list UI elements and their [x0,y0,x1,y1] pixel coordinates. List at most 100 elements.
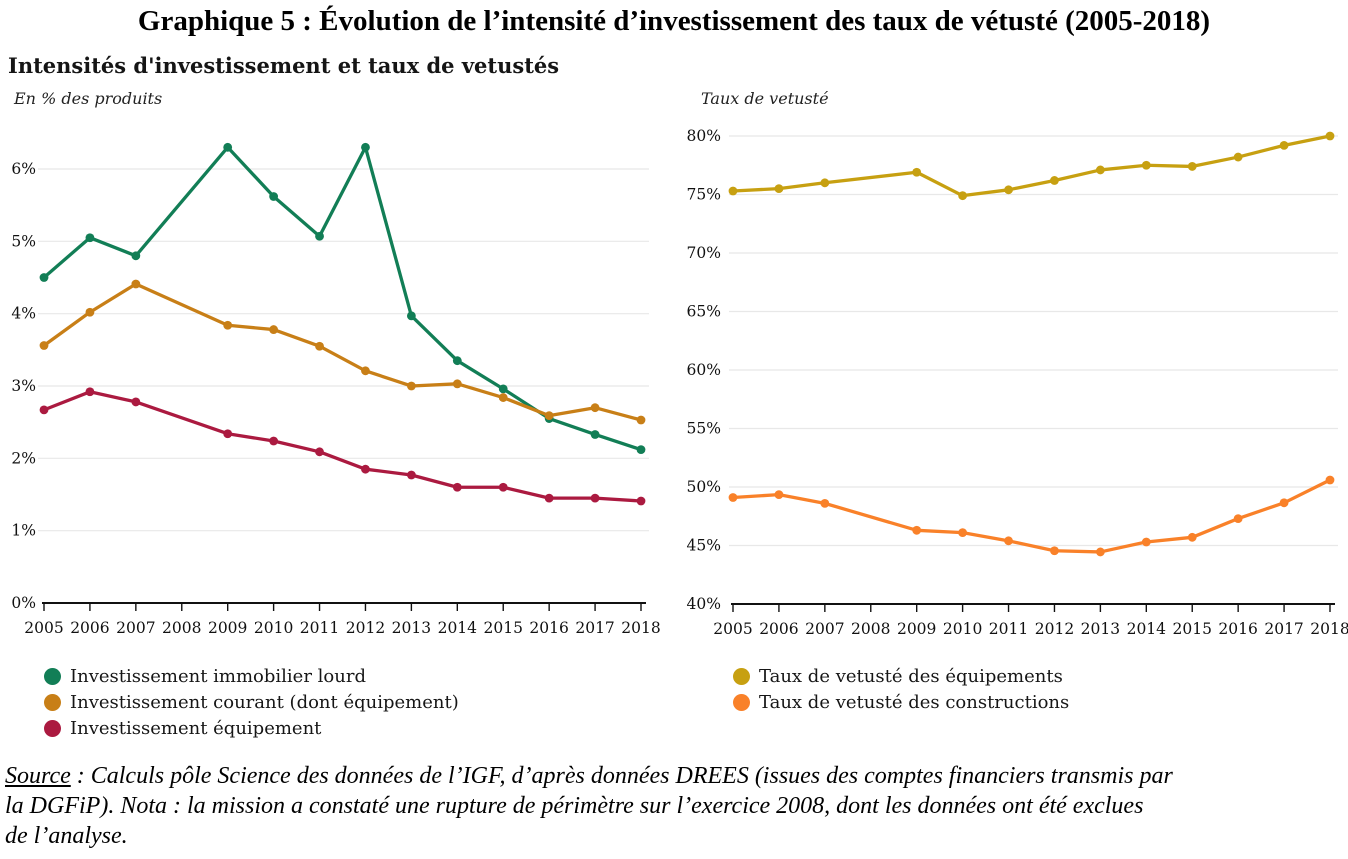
x-tick-label: 2005 [713,620,752,638]
y-tick-label: 40% [687,595,721,613]
y-tick-label: 80% [687,127,721,145]
series-line [731,134,1332,198]
source-line: de l’analyse. [5,823,128,849]
data-point [544,493,554,503]
data-point [1279,140,1289,150]
x-tick-label: 2017 [575,619,614,637]
data-point [774,490,784,500]
y-tick-label: 3% [11,377,36,395]
data-point [406,470,416,480]
x-tick-label: 2008 [851,620,890,638]
data-point [269,325,279,334]
x-tick-label: 2017 [1264,620,1303,638]
y-tick-label: 0% [11,594,36,612]
data-point [406,381,416,391]
data-point [315,231,324,241]
y-tick-label: 45% [687,537,721,555]
data-point [131,279,141,289]
data-point [820,178,830,188]
data-point [958,191,968,201]
data-point [1004,536,1013,546]
data-point [1187,162,1197,171]
data-point [958,528,968,538]
x-tick-label: 2012 [346,619,385,637]
data-point [361,366,370,376]
data-point [361,142,370,152]
x-tick-label: 2007 [116,619,155,637]
data-point [223,142,233,152]
y-tick-label: 55% [687,420,721,438]
data-point [590,430,600,439]
legend-item: Investissement courant (dont équipement) [44,689,459,715]
y-tick-label: 4% [11,305,36,323]
data-point [1325,475,1335,485]
data-point [1279,498,1289,508]
data-point [636,445,646,455]
y-tick-label: 70% [687,244,721,262]
x-tick-label: 2007 [805,620,844,638]
legend-item: Investissement immobilier lourd [44,663,459,689]
x-tick-label: 2015 [1173,620,1212,638]
series-line [42,390,643,503]
x-tick-label: 2018 [621,619,660,637]
data-point [544,411,554,421]
data-point [1325,131,1335,141]
data-point [223,429,233,439]
data-point [728,186,738,196]
x-tick-label: 2005 [24,619,63,637]
investment-intensity-line-chart: 0% 1% 2% 3% 4% 5% 6% 2005 2006 2007 2008 2009 2010 20… [11,142,661,637]
data-point [1187,532,1197,542]
data-point [1141,160,1151,170]
data-point [590,493,600,503]
y-tick-label: 1% [11,522,36,540]
data-point [1233,152,1243,162]
x-tick-label: 2009 [208,619,247,637]
data-point [269,192,279,201]
legend-item: Taux de vetusté des constructions [733,689,1069,715]
source-line: Source : Calculs pôle Science des donnée… [5,761,1343,791]
x-tick-label: 2006 [759,620,798,638]
source-label: Source [5,763,71,789]
y-tick-label: 50% [687,478,721,496]
y-tick-label: 2% [11,449,36,467]
source-text: : Calculs pôle Science des données de l’… [70,763,1173,789]
data-point [498,482,508,492]
data-point [498,384,508,394]
left-chart-unit-label: En % des produits [14,89,163,108]
legend-label: Investissement courant (dont équipement) [70,691,459,713]
x-tick-label: 2010 [943,620,982,638]
data-point [269,436,279,446]
legend-dot-courant [44,693,61,711]
source-line: la DGFiP). Nota : la mission a constaté … [5,793,1144,819]
x-tick-label: 2008 [162,619,201,637]
vetuste-rate-line-chart: 40% 45% 50% 55% 60% 65% 70% 75% 80% 2005 2006 2007 2… [687,127,1348,638]
data-point [452,482,462,492]
data-point [361,464,370,474]
figure-title: Intensités d'investissement et taux de v… [8,53,560,78]
data-point [1050,546,1059,556]
right-chart-legend: Taux de vetusté des équipements Taux de … [733,663,1069,715]
data-point [1050,176,1059,185]
legend-label: Investissement immobilier lourd [70,665,366,687]
data-point [315,447,324,457]
data-point [1004,185,1013,195]
data-point [912,525,922,535]
y-tick-label: 65% [687,303,721,321]
data-point [39,273,49,282]
legend-dot-vetuste-constructions [733,693,750,711]
data-point [912,167,922,177]
y-tick-label: 60% [687,361,721,379]
x-tick-label: 2006 [70,619,109,637]
data-point [406,311,416,321]
x-tick-label: 2013 [1081,620,1120,638]
legend-label: Taux de vetusté des constructions [759,691,1070,713]
data-point [1095,165,1105,175]
x-tick-label: 2012 [1035,620,1074,638]
data-point [39,341,49,350]
y-tick-label: 5% [11,232,36,250]
x-tick-label: 2014 [438,619,478,637]
data-point [1095,547,1105,557]
x-tick-label: 2011 [300,619,339,637]
data-point [452,379,462,389]
data-point [590,403,600,413]
